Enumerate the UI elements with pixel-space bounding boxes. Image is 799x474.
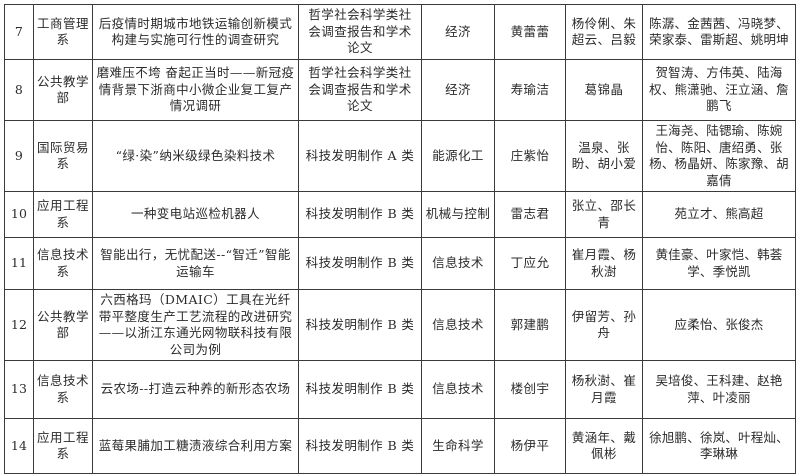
cell-leader: 葛锦晶 [565, 59, 643, 121]
cell-members: 黄佳豪、叶家恺、韩荟学、季悦凯 [642, 237, 796, 290]
cell-members: 贺智涛、方伟英、陆海权、熊潇驰、汪立涵、詹鹏飞 [642, 59, 796, 121]
cell-advisor: 黄蕾蕾 [494, 4, 566, 60]
cell-index: 10 [4, 191, 34, 238]
table-row: 11 信息技术系 智能出行，无忧配送--“智迁”智能运输车 科技发明制作 B 类… [4, 237, 796, 290]
cell-index: 9 [4, 120, 34, 192]
cell-field: 经济 [421, 59, 495, 121]
table-row: 9 国际贸易系 “绿·染”纳米级绿色染料技术 科技发明制作 A 类 能源化工 庄… [4, 120, 796, 192]
cell-category: 哲学社会科学类社会调查报告和学术论文 [298, 59, 422, 121]
cell-advisor: 庄紫怡 [494, 120, 566, 192]
cell-leader: 崔月霞、杨秋澍 [565, 237, 643, 290]
cell-leader: 温泉、张盼、胡小爱 [565, 120, 643, 192]
cell-dept: 公共教学部 [33, 289, 93, 361]
cell-dept: 信息技术系 [33, 237, 93, 290]
cell-dept: 国际贸易系 [33, 120, 93, 192]
award-listing-table: 7 工商管理系 后疫情时期城市地铁运输创新模式构建与实施可行性的调查研究 哲学社… [4, 4, 796, 474]
table-row: 10 应用工程系 一种变电站巡检机器人 科技发明制作 B 类 机械与控制 雷志君… [4, 191, 796, 238]
cell-dept: 工商管理系 [33, 4, 93, 60]
table-row: 8 公共教学部 磨难压不垮 奋起正当时——新冠疫情背景下浙商中小微企业复工复产情… [4, 59, 796, 121]
cell-field: 机械与控制 [421, 191, 495, 238]
cell-leader: 伊留芳、孙舟 [565, 289, 643, 361]
cell-leader: 杨伶俐、朱超云、吕毅 [565, 4, 643, 60]
cell-category: 科技发明制作 B 类 [298, 237, 422, 290]
cell-category: 科技发明制作 B 类 [298, 418, 422, 474]
cell-field: 信息技术 [421, 360, 495, 419]
cell-title: “绿·染”纳米级绿色染料技术 [92, 120, 299, 192]
cell-title: 云农场--打造云种养的新形态农场 [92, 360, 299, 419]
cell-advisor: 寿瑜洁 [494, 59, 566, 121]
cell-title: 一种变电站巡检机器人 [92, 191, 299, 238]
cell-dept: 应用工程系 [33, 191, 93, 238]
cell-category: 科技发明制作 B 类 [298, 191, 422, 238]
cell-advisor: 雷志君 [494, 191, 566, 238]
cell-dept: 应用工程系 [33, 418, 93, 474]
cell-category: 哲学社会科学类社会调查报告和学术论文 [298, 4, 422, 60]
cell-dept: 信息技术系 [33, 360, 93, 419]
cell-index: 12 [4, 289, 34, 361]
cell-field: 经济 [421, 4, 495, 60]
cell-title: 六西格玛（DMAIC）工具在光纤带平整度生产工艺流程的改进研究——以浙江东通光网… [92, 289, 299, 361]
table-row: 14 应用工程系 蓝莓果脯加工糖渍液综合利用方案 科技发明制作 B 类 生命科学… [4, 418, 796, 474]
cell-field: 生命科学 [421, 418, 495, 474]
cell-members: 应柔怡、张俊杰 [642, 289, 796, 361]
cell-title: 后疫情时期城市地铁运输创新模式构建与实施可行性的调查研究 [92, 4, 299, 60]
table-row: 12 公共教学部 六西格玛（DMAIC）工具在光纤带平整度生产工艺流程的改进研究… [4, 289, 796, 361]
cell-title: 智能出行，无忧配送--“智迁”智能运输车 [92, 237, 299, 290]
cell-members: 陈潺、金茜茜、冯晓梦、荣家泰、雷斯超、姚明坤 [642, 4, 796, 60]
cell-dept: 公共教学部 [33, 59, 93, 121]
table-row: 13 信息技术系 云农场--打造云种养的新形态农场 科技发明制作 B 类 信息技… [4, 360, 796, 419]
cell-members: 徐旭鹏、徐岚、叶程灿、李琳琳 [642, 418, 796, 474]
cell-index: 11 [4, 237, 34, 290]
document-page: 7 工商管理系 后疫情时期城市地铁运输创新模式构建与实施可行性的调查研究 哲学社… [4, 4, 796, 474]
cell-advisor: 杨伊平 [494, 418, 566, 474]
cell-category: 科技发明制作 B 类 [298, 360, 422, 419]
cell-advisor: 楼创宇 [494, 360, 566, 419]
cell-members: 王海尧、陆锶瑜、陈婉怡、陈阳、唐绍勇、张杨、杨晶妍、陈家豫、胡嘉倩 [642, 120, 796, 192]
cell-field: 信息技术 [421, 237, 495, 290]
table-body: 7 工商管理系 后疫情时期城市地铁运输创新模式构建与实施可行性的调查研究 哲学社… [4, 4, 796, 474]
cell-title: 磨难压不垮 奋起正当时——新冠疫情背景下浙商中小微企业复工复产情况调研 [92, 59, 299, 121]
cell-category: 科技发明制作 B 类 [298, 289, 422, 361]
cell-index: 13 [4, 360, 34, 419]
cell-advisor: 丁应允 [494, 237, 566, 290]
cell-advisor: 郭建鹏 [494, 289, 566, 361]
cell-leader: 杨秋澍、崔月霞 [565, 360, 643, 419]
table-row: 7 工商管理系 后疫情时期城市地铁运输创新模式构建与实施可行性的调查研究 哲学社… [4, 4, 796, 60]
cell-title: 蓝莓果脯加工糖渍液综合利用方案 [92, 418, 299, 474]
cell-field: 信息技术 [421, 289, 495, 361]
cell-index: 7 [4, 4, 34, 60]
cell-leader: 张立、邵长青 [565, 191, 643, 238]
cell-members: 吴培俊、王科建、赵艳萍、叶凌丽 [642, 360, 796, 419]
cell-leader: 黄涵年、戴佩彬 [565, 418, 643, 474]
cell-members: 苑立才、熊高超 [642, 191, 796, 238]
cell-index: 8 [4, 59, 34, 121]
cell-field: 能源化工 [421, 120, 495, 192]
cell-index: 14 [4, 418, 34, 474]
cell-category: 科技发明制作 A 类 [298, 120, 422, 192]
